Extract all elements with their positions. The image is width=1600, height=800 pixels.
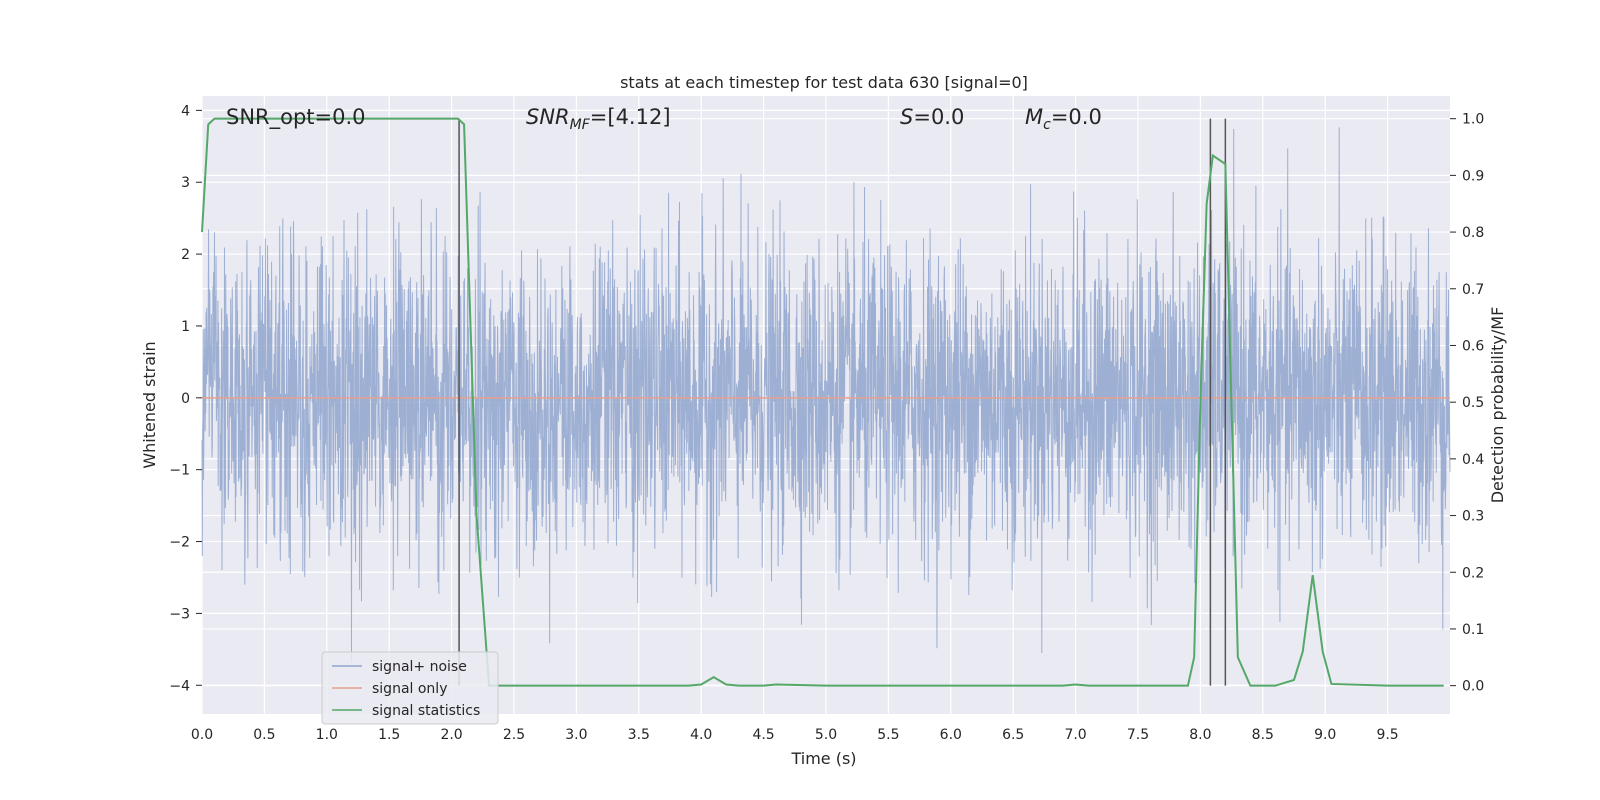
legend-label-signal: signal only xyxy=(372,681,447,697)
mc-value: =0.0 xyxy=(1051,105,1102,129)
y2-tick-label: 0.7 xyxy=(1462,282,1484,298)
x-tick-label: 9.0 xyxy=(1314,727,1336,743)
series-signal-statistics xyxy=(201,117,1444,687)
x-tick-label: 6.5 xyxy=(1002,727,1024,743)
mc-sub: c xyxy=(1043,117,1051,133)
annotation-snr-mf: SNRMF=[4.12] xyxy=(526,105,671,133)
y-axis-right: 1.0 0.9 0.8 0.7 0.6 0.5 0.4 0.3 0.2 0.1 0.0 xyxy=(1450,112,1484,695)
annotation-s: S=0.0 xyxy=(900,105,964,129)
mc-name: M xyxy=(1025,105,1043,129)
y-tick-label: −1 xyxy=(169,463,190,479)
y2-axis-label: Detection probability/MF xyxy=(1488,307,1507,504)
y2-tick-label: 0.0 xyxy=(1462,679,1484,695)
x-tick-label: 2.5 xyxy=(503,727,525,743)
legend-label-noise: signal+ noise xyxy=(372,659,467,675)
snr-mf-sub: MF xyxy=(570,117,591,133)
s-name: S xyxy=(900,105,913,129)
x-tick-label: 5.5 xyxy=(877,727,899,743)
x-axis-label: Time (s) xyxy=(790,749,856,768)
y-tick-label: −3 xyxy=(169,606,190,622)
y2-tick-label: 1.0 xyxy=(1462,112,1484,128)
legend-box xyxy=(321,651,499,725)
x-tick-label: 3.0 xyxy=(565,727,587,743)
x-tick-label: 7.5 xyxy=(1127,727,1149,743)
x-tick-label: 4.0 xyxy=(690,727,712,743)
x-tick-label: 5.0 xyxy=(815,727,837,743)
snr-mf-name: SNR xyxy=(526,105,570,129)
y-tick-label: 0 xyxy=(181,391,190,407)
y2-tick-label: 0.5 xyxy=(1462,395,1484,411)
s-value: =0.0 xyxy=(913,105,964,129)
x-tick-label: 7.0 xyxy=(1064,727,1086,743)
x-axis: 0.0 0.5 1.0 1.5 2.0 2.5 3.0 3.5 4.0 4.5 5.0 5.5 6.0 6… xyxy=(191,727,1399,743)
y-tick-label: 2 xyxy=(181,247,190,263)
y2-tick-label: 0.1 xyxy=(1462,622,1484,638)
chart-title: stats at each timestep for test data 630… xyxy=(620,73,1028,92)
y2-tick-label: 0.6 xyxy=(1462,338,1484,354)
vertical-markers xyxy=(458,118,1227,686)
annotation-mc: Mc=0.0 xyxy=(1025,105,1102,133)
y-tick-label: 4 xyxy=(181,103,190,119)
y-axis-label: Whitened strain xyxy=(140,341,159,468)
y2-tick-label: 0.2 xyxy=(1462,565,1484,581)
x-tick-label: 8.0 xyxy=(1189,727,1211,743)
x-tick-label: 0.0 xyxy=(191,727,213,743)
x-tick-label: 6.0 xyxy=(940,727,962,743)
x-tick-label: 8.5 xyxy=(1252,727,1274,743)
x-tick-label: 0.5 xyxy=(253,727,275,743)
y-tick-label: 3 xyxy=(181,175,190,191)
y2-tick-label: 0.9 xyxy=(1462,168,1484,184)
x-tick-label: 3.5 xyxy=(628,727,650,743)
x-tick-label: 1.0 xyxy=(316,727,338,743)
legend-label-stats: signal statistics xyxy=(372,703,480,719)
y-axis-left: 4 3 2 1 0 −1 −2 −3 −4 xyxy=(169,103,202,694)
y-tick-label: 1 xyxy=(181,319,190,335)
noise-line xyxy=(201,127,1451,663)
y2-tick-label: 0.4 xyxy=(1462,452,1484,468)
y-tick-label: −4 xyxy=(169,678,190,694)
x-tick-label: 9.5 xyxy=(1376,727,1398,743)
y-tick-label: −2 xyxy=(169,535,190,551)
y2-tick-label: 0.8 xyxy=(1462,225,1484,241)
annotation-snr-opt: SNR_opt=0.0 xyxy=(226,105,366,130)
snr-mf-value: =[4.12] xyxy=(590,105,671,129)
legend: signal+ noise signal only signal statist… xyxy=(321,651,499,725)
statistics-line xyxy=(201,117,1444,687)
y2-tick-label: 0.3 xyxy=(1462,509,1484,525)
x-tick-label: 1.5 xyxy=(378,727,400,743)
x-tick-label: 2.0 xyxy=(440,727,462,743)
x-tick-label: 4.5 xyxy=(752,727,774,743)
series-signal-noise xyxy=(201,127,1451,663)
